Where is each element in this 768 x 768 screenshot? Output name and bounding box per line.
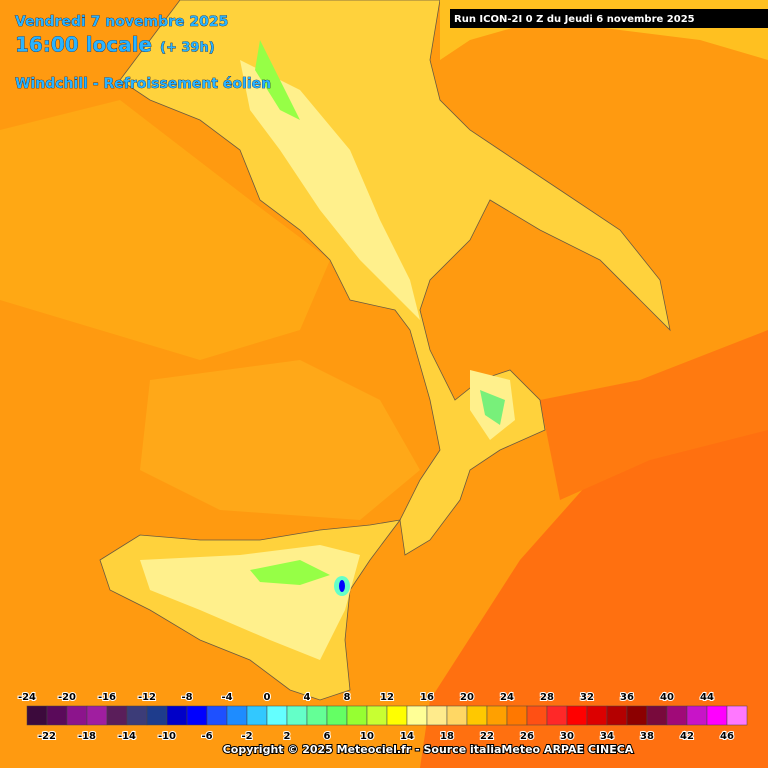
legend-swatch [326,705,348,726]
legend-swatch [546,705,568,726]
mountains [250,560,330,585]
mountains [255,40,300,120]
legend-swatch [126,705,148,726]
legend-swatch [186,705,208,726]
legend-label: -18 [78,731,96,742]
legend-label: 34 [600,731,614,742]
legend-label: 20 [460,692,474,703]
legend-swatch [246,705,268,726]
legend-swatch [586,705,608,726]
legend-label: 46 [720,731,734,742]
legend-label: -22 [38,731,56,742]
legend-swatch [406,705,428,726]
legend-label: 22 [480,731,494,742]
legend-label: 26 [520,731,534,742]
legend-label: -12 [138,692,156,703]
legend-label: 30 [560,731,574,742]
run-info: Run ICON-2I 0 Z du Jeudi 6 novembre 2025 [454,14,695,25]
legend-swatch [366,705,388,726]
legend-label: 28 [540,692,554,703]
legend-swatch [726,705,748,726]
legend-swatch [566,705,588,726]
legend-swatch [486,705,508,726]
legend-label: 18 [440,731,454,742]
parameter: Windchill - Refroissement éolien [15,76,271,92]
legend-swatch [386,705,408,726]
lead-time: (+ 39h) [160,41,215,56]
warm-sea [420,420,768,768]
legend-label: -4 [221,692,232,703]
legend-label: 8 [344,692,351,703]
legend-label: 38 [640,731,654,742]
legend-label: -16 [98,692,116,703]
legend-label: 12 [380,692,394,703]
legend-swatch [86,705,108,726]
legend-label: -10 [158,731,176,742]
legend-label: 2 [284,731,291,742]
legend-swatch [706,705,728,726]
legend-swatch [106,705,128,726]
legend-swatch [426,705,448,726]
copyright: Copyright © 2025 Meteociel.fr - Source i… [223,743,634,756]
run-box [450,9,768,28]
legend-swatch [606,705,628,726]
legend-label: 40 [660,692,674,703]
legend-swatch [166,705,188,726]
legend-label: 10 [360,731,374,742]
legend-swatch [686,705,708,726]
warm-sea [540,330,768,500]
legend-swatch [46,705,68,726]
legend-label: 42 [680,731,694,742]
legend-label: -14 [118,731,136,742]
legend-label: -24 [18,692,36,703]
legend-swatch [626,705,648,726]
legend-swatch [446,705,468,726]
legend-label: 44 [700,692,714,703]
legend-label: -2 [241,731,252,742]
legend-label: 32 [580,692,594,703]
legend-swatch [266,705,288,726]
sea-region [0,100,330,360]
legend-label: 36 [620,692,634,703]
etna-summit [339,580,345,592]
legend-swatch [146,705,168,726]
legend-swatch [666,705,688,726]
legend-label: 0 [264,692,271,703]
legend-label: -6 [201,731,212,742]
mountains [240,60,420,320]
legend-label: 24 [500,692,514,703]
legend-swatch [466,705,488,726]
legend-label: -20 [58,692,76,703]
legend-swatch [286,705,308,726]
legend-swatch [66,705,88,726]
legend-swatch [506,705,528,726]
legend-label: 14 [400,731,414,742]
sea-region [140,360,420,520]
legend-label: 4 [304,692,311,703]
legend-swatch [26,705,48,726]
legend-swatch [306,705,328,726]
date: Vendredi 7 novembre 2025 [15,14,228,30]
legend-label: 6 [324,731,331,742]
legend-swatch [226,705,248,726]
legend-swatch [646,705,668,726]
legend-swatch [206,705,228,726]
legend-label: -8 [181,692,192,703]
mountains [480,390,505,425]
legend-label: 16 [420,692,434,703]
time: 16:00 locale [15,33,152,57]
legend-swatch [526,705,548,726]
legend-swatch [346,705,368,726]
